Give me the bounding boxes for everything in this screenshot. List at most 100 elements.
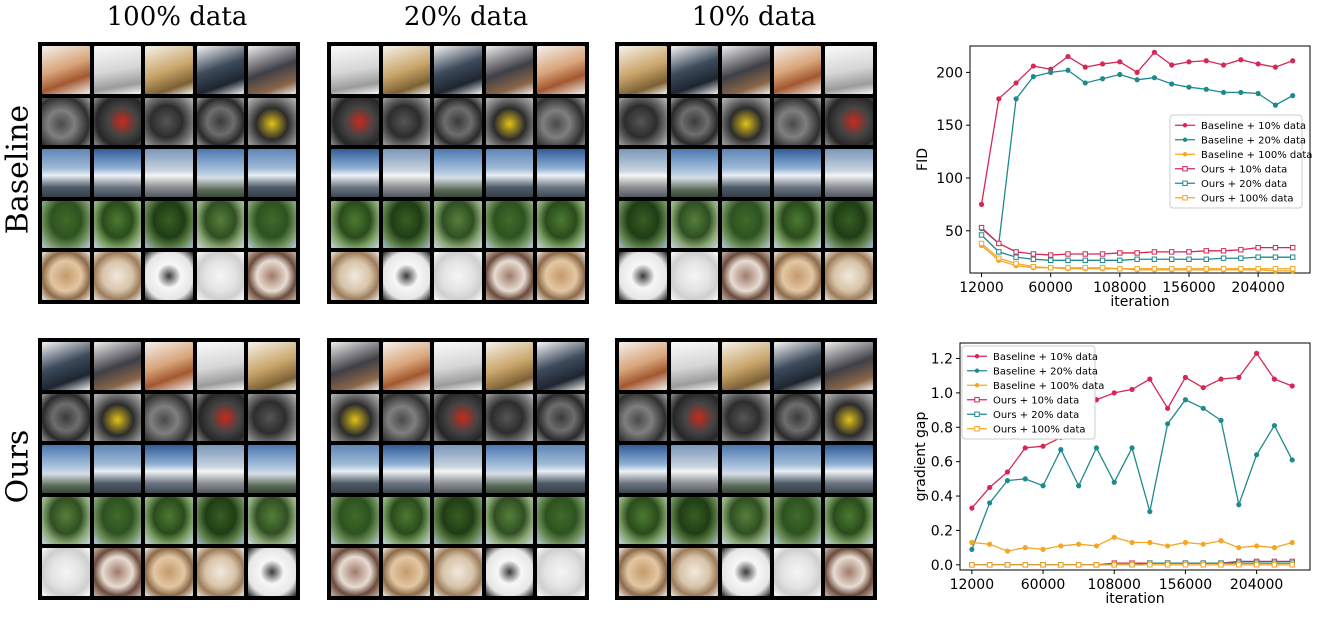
tree-thumbnail <box>485 496 534 545</box>
x-tick-label: 108000 <box>1088 577 1141 593</box>
legend-label: Baseline + 100% data <box>993 381 1104 392</box>
legend-marker <box>974 383 980 388</box>
data-point <box>1289 562 1295 568</box>
mountain-thumbnail <box>825 445 873 493</box>
data-point <box>1022 562 1028 568</box>
tree-thumbnail <box>93 200 142 249</box>
grid-baseline-10 <box>615 42 877 304</box>
data-point <box>1022 476 1028 482</box>
grid-ours-20 <box>327 338 589 600</box>
legend-label: Ours + 10% data <box>1201 164 1287 175</box>
mountain-thumbnail <box>825 149 873 197</box>
data-point <box>1004 562 1011 568</box>
mountain-thumbnail <box>382 149 431 197</box>
data-point <box>1013 254 1019 260</box>
plate-thumbnail <box>670 548 719 596</box>
legend-marker <box>974 368 980 373</box>
motorbike-thumbnail <box>93 97 142 146</box>
chair-thumbnail <box>382 342 431 390</box>
y-tick-label: 100 <box>936 171 963 187</box>
chair-thumbnail <box>670 342 719 390</box>
chair-thumbnail <box>485 46 534 94</box>
col-title-20: 20% data <box>403 2 529 32</box>
data-point <box>1111 479 1117 485</box>
data-point <box>1147 539 1153 546</box>
plate-thumbnail <box>773 548 822 596</box>
motorbike-thumbnail <box>42 393 90 442</box>
motorbike-thumbnail <box>382 393 431 442</box>
chair-thumbnail <box>331 46 379 94</box>
data-point <box>1030 263 1037 270</box>
chair-thumbnail <box>825 342 873 390</box>
data-point <box>1082 80 1088 86</box>
tree-thumbnail <box>619 200 667 249</box>
tree-thumbnail <box>670 496 719 545</box>
legend-label: Baseline + 20% data <box>993 366 1098 377</box>
data-point <box>978 201 985 207</box>
tree-thumbnail <box>145 200 193 249</box>
data-point <box>1169 81 1175 87</box>
data-point <box>1182 374 1189 380</box>
mountain-thumbnail <box>670 149 719 197</box>
motorbike-thumbnail <box>537 97 585 146</box>
mountain-thumbnail <box>145 445 193 493</box>
chair-thumbnail <box>670 46 719 94</box>
tree-thumbnail <box>331 200 379 249</box>
data-point <box>1182 562 1189 568</box>
data-point <box>1151 249 1158 255</box>
chair-thumbnail <box>145 342 193 390</box>
motorbike-thumbnail <box>331 97 379 146</box>
mountain-thumbnail <box>145 149 193 197</box>
data-point <box>1030 74 1036 80</box>
tree-thumbnail <box>382 200 431 249</box>
plate-thumbnail <box>331 548 379 596</box>
data-point <box>1151 256 1158 262</box>
legend-label: Ours + 100% data <box>993 424 1086 435</box>
motorbike-thumbnail <box>670 97 719 146</box>
grid-baseline-20 <box>327 42 589 304</box>
motorbike-thumbnail <box>331 393 379 442</box>
y-tick-label: 1.0 <box>931 386 953 402</box>
plate-thumbnail <box>196 252 245 300</box>
data-point <box>1238 57 1244 63</box>
chair-thumbnail <box>434 46 482 94</box>
plate-thumbnail <box>434 548 482 596</box>
grid-ours-100 <box>38 338 300 600</box>
data-point <box>1117 266 1123 272</box>
data-point <box>1134 256 1140 262</box>
motorbike-thumbnail <box>485 97 534 146</box>
data-point <box>1147 562 1153 568</box>
data-point <box>1254 452 1260 458</box>
data-point <box>1218 417 1224 423</box>
tree-thumbnail <box>619 496 667 545</box>
x-tick-label: 108000 <box>1093 280 1146 296</box>
chair-thumbnail <box>382 46 431 94</box>
motorbike-thumbnail <box>93 393 142 442</box>
chair-thumbnail <box>93 342 142 390</box>
mountain-thumbnail <box>196 445 245 493</box>
data-point <box>1111 562 1117 568</box>
data-point <box>1111 390 1117 396</box>
tree-thumbnail <box>485 200 534 249</box>
motorbike-thumbnail <box>537 393 585 442</box>
data-point <box>1289 383 1295 389</box>
data-point <box>1255 254 1261 260</box>
data-point <box>1272 64 1279 70</box>
tree-thumbnail <box>434 496 482 545</box>
data-point <box>1151 75 1158 81</box>
data-point <box>1271 562 1278 568</box>
legend-label: Ours + 20% data <box>993 410 1079 421</box>
data-point <box>1013 249 1019 255</box>
plate-thumbnail <box>722 252 770 300</box>
chair-thumbnail <box>196 342 245 390</box>
data-point <box>1164 562 1171 568</box>
mountain-thumbnail <box>619 149 667 197</box>
chair-thumbnail <box>722 46 770 94</box>
tree-thumbnail <box>196 496 245 545</box>
data-point <box>1289 539 1295 546</box>
data-point <box>1030 63 1036 69</box>
legend-marker <box>1182 195 1188 201</box>
chair-thumbnail <box>42 342 90 390</box>
data-point <box>1134 266 1140 272</box>
legend-marker <box>1182 166 1188 172</box>
